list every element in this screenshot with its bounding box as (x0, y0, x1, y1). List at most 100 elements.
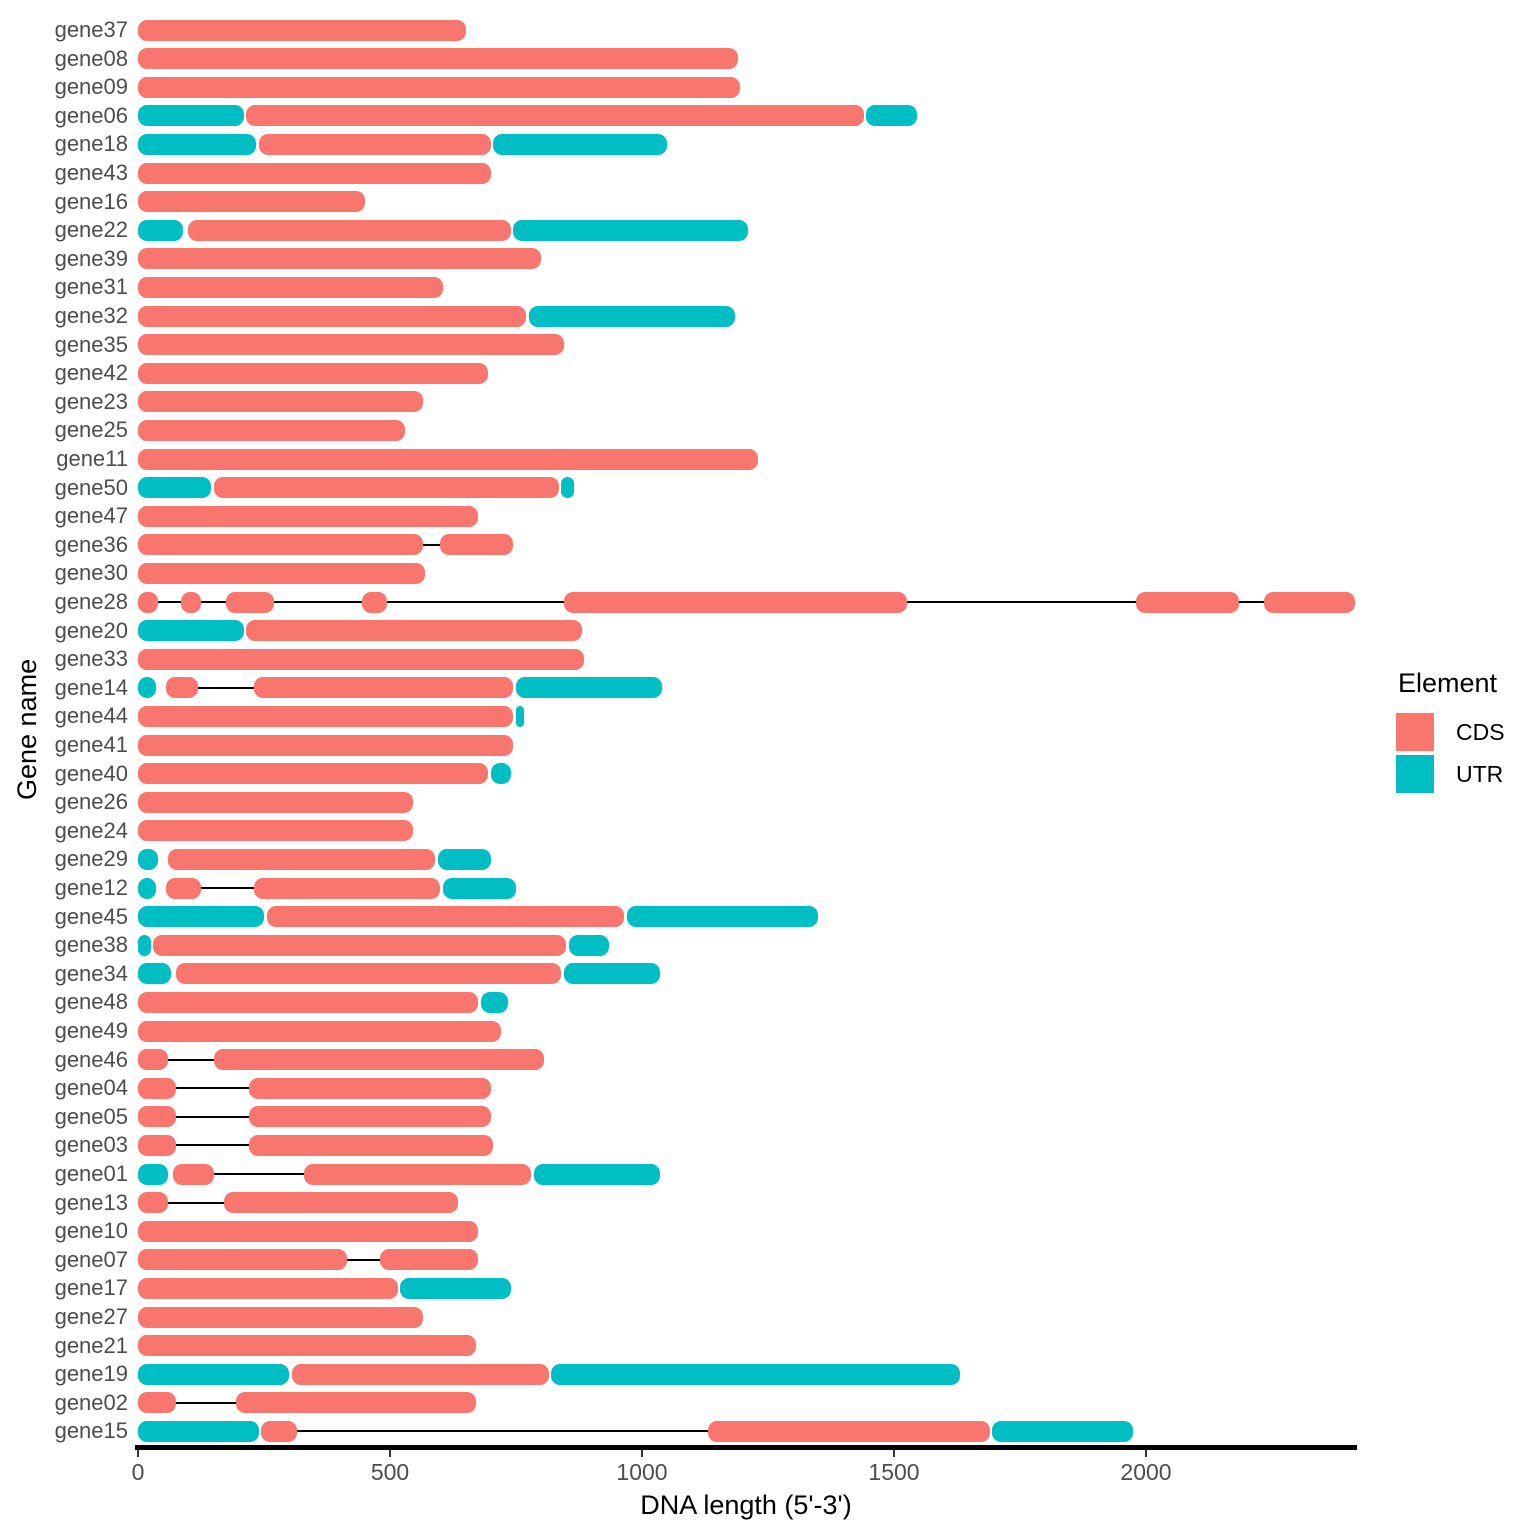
utr-segment (138, 677, 156, 699)
gene-label: gene33 (54, 646, 128, 672)
utr-segment (866, 105, 917, 127)
utr-segment (513, 219, 748, 241)
legend-key-cds: CDS (1396, 713, 1505, 751)
gene-label: gene05 (54, 1103, 128, 1129)
cds-segment (138, 1277, 398, 1299)
gene-label: gene24 (54, 817, 128, 843)
utr-segment (138, 1420, 259, 1442)
gene-label: gene37 (54, 17, 128, 42)
cds-segment (138, 1392, 176, 1414)
gene-label: gene22 (54, 217, 128, 243)
cds-segment (138, 1020, 501, 1042)
cds-segment (138, 162, 491, 184)
gene-label: gene20 (54, 617, 128, 643)
cds-segment (138, 334, 564, 356)
cds-segment (173, 1163, 214, 1185)
intron-line (175, 1144, 249, 1147)
cds-segment (246, 105, 864, 127)
utr-segment (561, 477, 574, 499)
gene-label: gene23 (54, 388, 128, 414)
gene-label: gene41 (54, 732, 128, 757)
cds-segment (223, 1192, 459, 1214)
gene-label: gene35 (54, 331, 128, 357)
gene-label: gene28 (54, 589, 128, 614)
intron-line (168, 1058, 214, 1061)
gene-label: gene01 (54, 1161, 128, 1186)
x-tick-label: 500 (370, 1459, 410, 1485)
gene-label: gene19 (54, 1361, 128, 1387)
gene-label: gene17 (54, 1275, 128, 1301)
gene-label: gene10 (54, 1218, 128, 1244)
cds-segment (1135, 591, 1240, 613)
x-tick-label: 1500 (868, 1459, 920, 1485)
gene-label: gene30 (54, 560, 128, 586)
cds-segment (138, 505, 479, 527)
gene-label: gene06 (54, 102, 128, 128)
cds-segment (304, 1163, 532, 1185)
cds-segment (258, 133, 491, 155)
cds-segment (153, 934, 567, 956)
intron-line (274, 601, 363, 603)
gene-label: gene32 (54, 303, 128, 328)
utr-segment (138, 963, 171, 985)
cds-segment (248, 1106, 491, 1128)
cds-segment (138, 305, 527, 327)
cds-segment (188, 219, 511, 241)
x-axis-title: DNA length (5'-3') (640, 1490, 852, 1520)
legend-title: Element (1398, 668, 1498, 698)
cds-segment (138, 1249, 348, 1271)
utr-segment (493, 133, 668, 155)
cds-segment (138, 362, 489, 384)
intron-line (1239, 601, 1265, 603)
intron-line (387, 601, 564, 603)
cds-segment (138, 191, 365, 213)
intron-line (296, 1430, 708, 1433)
gene-label: gene14 (54, 674, 128, 700)
utr-segment (138, 620, 244, 642)
intron-line (168, 1201, 224, 1204)
cds-segment (379, 1249, 479, 1271)
intron-line (422, 543, 441, 546)
gene-label: gene49 (54, 1018, 128, 1043)
gene-label: gene25 (54, 417, 128, 443)
cds-segment (138, 19, 466, 41)
utr-segment (138, 1363, 290, 1385)
cds-segment (1264, 591, 1356, 613)
utr-segment (138, 133, 257, 155)
intron-line (906, 601, 1136, 603)
cds-segment (138, 391, 423, 413)
gene-label: gene39 (54, 245, 128, 271)
gene-label: gene50 (54, 474, 128, 500)
y-axis-title: Gene name (12, 658, 42, 800)
gene-label: gene03 (54, 1132, 128, 1158)
x-tick-label: 0 (131, 1459, 145, 1485)
gene-label: gene12 (54, 875, 128, 900)
gene-label: gene07 (54, 1246, 128, 1272)
cds-segment (138, 1220, 479, 1242)
cds-segment (248, 1134, 494, 1156)
gene-label: gene45 (54, 903, 128, 929)
gene-label: gene15 (54, 1418, 128, 1444)
cds-segment (138, 419, 406, 441)
cds-segment (213, 477, 559, 499)
cds-segment (138, 1049, 169, 1071)
cds-segment (138, 1306, 423, 1328)
x-tick (1145, 1450, 1147, 1457)
gene-label: gene21 (54, 1332, 128, 1358)
utr-segment (442, 877, 516, 899)
utr-segment (138, 105, 244, 127)
gene-label: gene13 (54, 1189, 128, 1215)
x-tick (389, 1450, 391, 1457)
utr-segment (568, 934, 610, 956)
cds-segment (246, 620, 582, 642)
cds-segment (248, 1077, 491, 1099)
intron-line (347, 1258, 380, 1261)
cds-segment (563, 591, 907, 613)
cds-segment (138, 76, 741, 98)
legend: Element CDS UTR (1396, 668, 1505, 797)
utr-segment (138, 877, 156, 899)
gene-label: gene08 (54, 45, 128, 71)
gene-label: gene09 (54, 74, 128, 100)
cds-segment (165, 877, 201, 899)
utr-segment (490, 763, 511, 785)
